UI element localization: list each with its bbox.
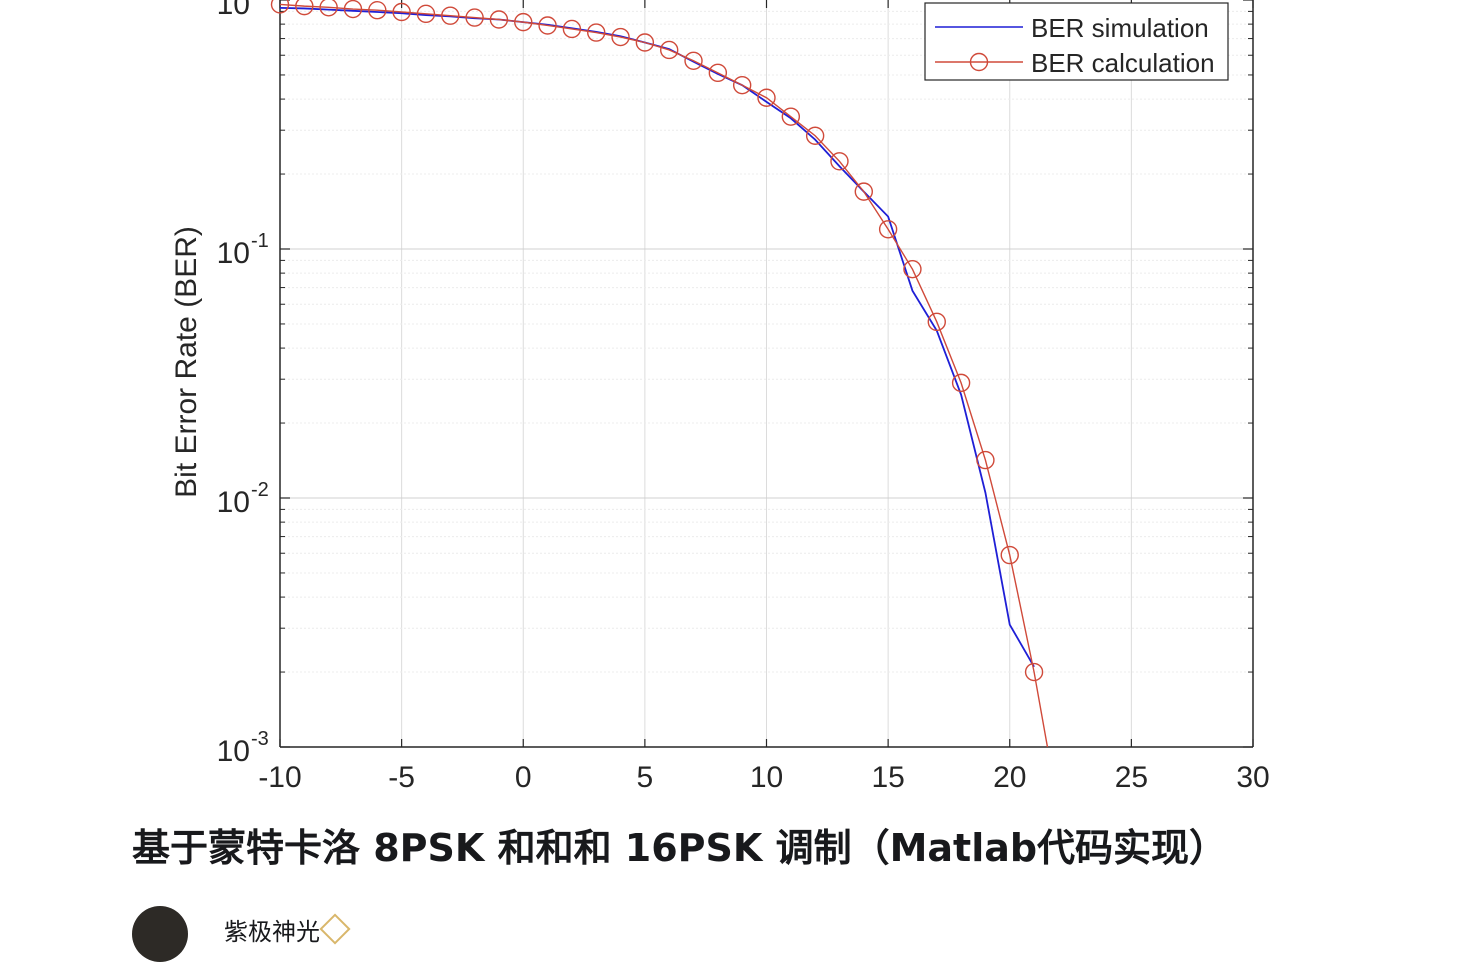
x-tick-label: -5 [388,761,415,790]
x-tick-label: 15 [871,761,904,790]
legend-entry-label: BER calculation [1031,48,1215,78]
ber-calculation-point [1000,545,1019,565]
ber-calculation-point [611,27,630,47]
ber-calculation-point [635,33,655,52]
ber-calculation-point [708,63,728,83]
series-layer [270,0,1049,748]
ber-calculation-point [416,4,436,24]
ber-simulation-line [279,6,1035,668]
grid-layer [280,0,1253,747]
ber-calculation-line [279,3,1049,748]
ber-calculation-point [538,16,557,35]
author-name[interactable]: 紫极神光 [224,917,320,946]
x-tick-label: 25 [1115,761,1148,790]
x-tick-label: 10 [750,761,783,790]
ber-calculation-point [489,10,509,29]
ber-calculation-point [684,51,703,70]
author-badge-icon [319,913,351,945]
ber-calculation-point [781,107,801,126]
x-tick-label: 20 [993,761,1026,790]
legend-box [924,2,1229,81]
ticks-layer: -10-505101520253010010-110-210-3 [217,0,1270,790]
ber-calculation-point [319,0,338,17]
ber-calculation-point [805,126,825,145]
ber-calculation-point [392,2,411,22]
y-tick-exponent: -1 [251,230,269,252]
x-tick-label: 0 [515,761,532,790]
ber-calculation-point [732,75,752,95]
y-tick-label: 10 [217,237,250,270]
ber-calculation-point [951,373,971,393]
y-axis-label: Bit Error Rate (BER) [170,226,203,498]
ber-calculation-point [343,0,363,19]
ber-calculation-point [295,0,314,16]
y-tick-exponent: 0 [251,0,262,3]
y-tick-exponent: -3 [251,728,269,750]
ber-calculation-point [854,182,873,201]
ber-calculation-point [562,19,582,39]
ber-calculation-point [830,152,849,171]
ber-calculation-point [878,220,898,239]
article-title[interactable]: 基于蒙特卡洛 8PSK 和和和 16PSK 调制（Matlab代码实现） [132,826,1228,870]
ber-calculation-point [903,259,922,279]
x-tick-label: -10 [258,761,301,790]
ber-calculation-point [927,312,946,332]
ber-calculation-point [270,0,290,14]
ber-calculation-point [757,88,776,107]
ber-calculation-point [1024,662,1044,682]
y-tick-label: 10 [217,735,250,768]
legend-swatch-marker [969,52,989,72]
ber-chart: -10-505101520253010010-110-210-3 BER sim… [170,0,1270,790]
legend-entry-label: BER simulation [1031,13,1209,43]
ber-calculation-point [514,12,533,32]
ber-calculation-point [441,6,460,25]
ber-calculation-point [976,450,995,470]
legend: BER simulation BER calculation [924,2,1229,81]
y-tick-exponent: -2 [251,479,269,501]
ber-calculation-point [465,8,484,27]
y-tick-label: 10 [217,0,250,21]
author-row[interactable]: 紫极神光 [132,902,351,962]
ber-calculation-point [587,23,606,42]
x-tick-label: 5 [637,761,654,790]
author-avatar[interactable] [132,906,188,962]
y-tick-label: 10 [217,486,250,519]
chart-area: -10-505101520253010010-110-210-3 BER sim… [170,0,1270,790]
ber-calculation-point [660,40,679,60]
ber-calculation-point [368,0,387,20]
x-tick-label: 30 [1236,761,1269,790]
